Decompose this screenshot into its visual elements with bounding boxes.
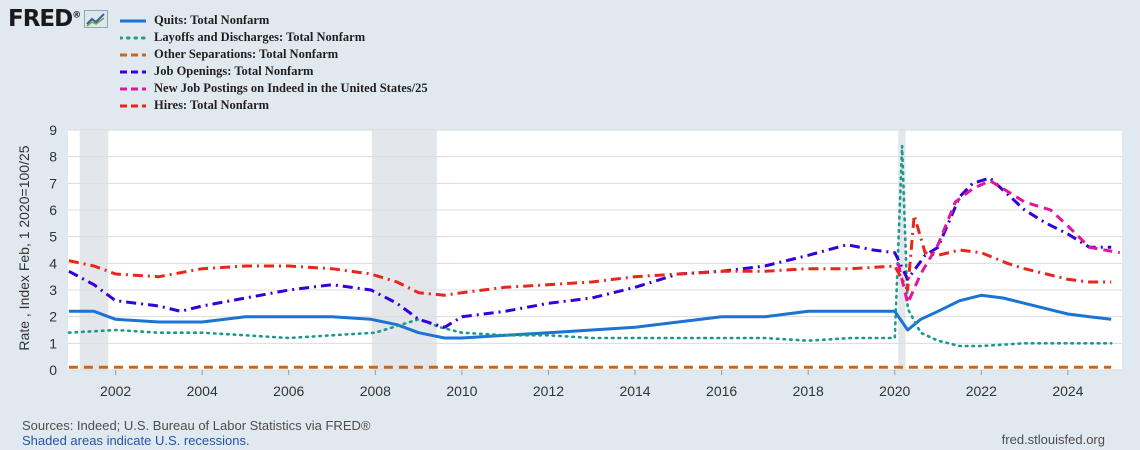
fred-logo[interactable]: FRED® — [8, 6, 109, 32]
site-url[interactable]: fred.stlouisfed.org — [1001, 432, 1105, 447]
legend-label-1: Layoffs and Discharges: Total Nonfarm — [154, 30, 366, 44]
recession-band-0 — [79, 130, 109, 370]
legend-item-0: Quits: Total Nonfarm — [120, 12, 428, 29]
legend-item-4: New Job Postings on Indeed in the United… — [120, 80, 428, 97]
legend-item-5: Hires: Total Nonfarm — [120, 97, 428, 114]
series-line-5 — [68, 213, 1112, 297]
legend-item-3: Job Openings: Total Nonfarm — [120, 63, 428, 80]
legend-swatch-5 — [120, 104, 146, 107]
x-tick-label-2024: 2024 — [1052, 383, 1083, 399]
fred-logo-text: FRED® — [8, 6, 82, 32]
legend-swatch-2 — [120, 53, 146, 56]
x-tick-label-2006: 2006 — [273, 383, 304, 399]
x-tick-label-2020: 2020 — [879, 383, 910, 399]
x-tick-label-2014: 2014 — [619, 383, 650, 399]
y-tick-label-9: 9 — [49, 122, 57, 138]
y-tick-label-4: 4 — [49, 255, 57, 271]
legend-swatch-1 — [120, 36, 146, 39]
chart-plot: 0 1 2 3 4 5 6 7 8 9 2002 2004 2006 2008 2010 2012 2014 20… — [49, 122, 1122, 399]
series-line-0 — [68, 293, 1112, 340]
fred-chart-icon — [84, 10, 109, 28]
y-tick-label-2: 2 — [49, 309, 57, 325]
legend-label-5: Hires: Total Nonfarm — [154, 98, 270, 112]
recession-band-2 — [898, 130, 906, 370]
y-tick-label-6: 6 — [49, 202, 57, 218]
x-tick-label-2018: 2018 — [793, 383, 824, 399]
x-tick-label-2010: 2010 — [446, 383, 477, 399]
x-tick-label-2004: 2004 — [187, 383, 218, 399]
legend-item-2: Other Separations: Total Nonfarm — [120, 46, 428, 63]
recessions-note[interactable]: Shaded areas indicate U.S. recessions. — [22, 433, 250, 448]
series-line-4 — [896, 179, 1121, 305]
x-tick-label-2016: 2016 — [706, 383, 737, 399]
legend-label-4: New Job Postings on Indeed in the United… — [154, 81, 428, 95]
y-tick-label-8: 8 — [49, 149, 57, 165]
legend-swatch-3 — [120, 70, 146, 73]
recession-band-1 — [371, 130, 437, 370]
y-tick-label-7: 7 — [49, 175, 57, 191]
x-tick-label-2022: 2022 — [966, 383, 997, 399]
legend-label-2: Other Separations: Total Nonfarm — [154, 47, 339, 61]
legend-item-1: Layoffs and Discharges: Total Nonfarm — [120, 29, 428, 46]
legend-swatch-4 — [120, 87, 146, 90]
x-tick-label-2008: 2008 — [360, 383, 391, 399]
y-tick-label-5: 5 — [49, 229, 57, 245]
x-tick-label-2002: 2002 — [100, 383, 131, 399]
chart-footer-sources: Sources: Indeed; U.S. Bureau of Labor St… — [22, 418, 370, 448]
series-line-1 — [67, 144, 1113, 348]
y-tick-label-3: 3 — [49, 282, 57, 298]
legend-label-0: Quits: Total Nonfarm — [154, 13, 270, 27]
sources-text: Sources: Indeed; U.S. Bureau of Labor St… — [22, 418, 371, 433]
y-tick-label-1: 1 — [49, 335, 57, 351]
legend-swatch-0 — [120, 19, 146, 22]
legend-label-3: Job Openings: Total Nonfarm — [154, 64, 314, 78]
y-tick-label-0: 0 — [49, 362, 57, 378]
chart-legend: Quits: Total Nonfarm Layoffs and Discharg… — [120, 12, 428, 114]
x-tick-label-2012: 2012 — [533, 383, 564, 399]
